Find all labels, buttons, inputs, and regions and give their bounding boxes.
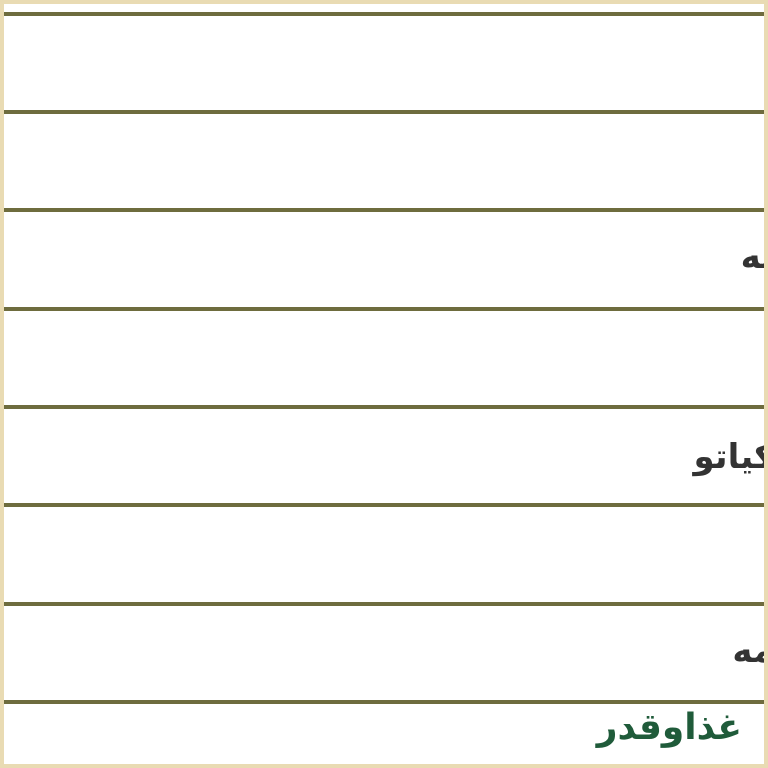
table-cell: مه [732, 631, 764, 671]
row-rule [4, 700, 764, 704]
row-rule [4, 12, 764, 16]
row-rule [4, 110, 764, 114]
row-rule [4, 503, 764, 507]
row-rule [4, 307, 764, 311]
row-rule [4, 208, 764, 212]
logo: غذاوقدر [596, 707, 742, 748]
row-rule [4, 602, 764, 606]
table-cell: نه [740, 237, 764, 277]
row-rule [4, 405, 764, 409]
table-cell: کیاتو [693, 437, 768, 477]
